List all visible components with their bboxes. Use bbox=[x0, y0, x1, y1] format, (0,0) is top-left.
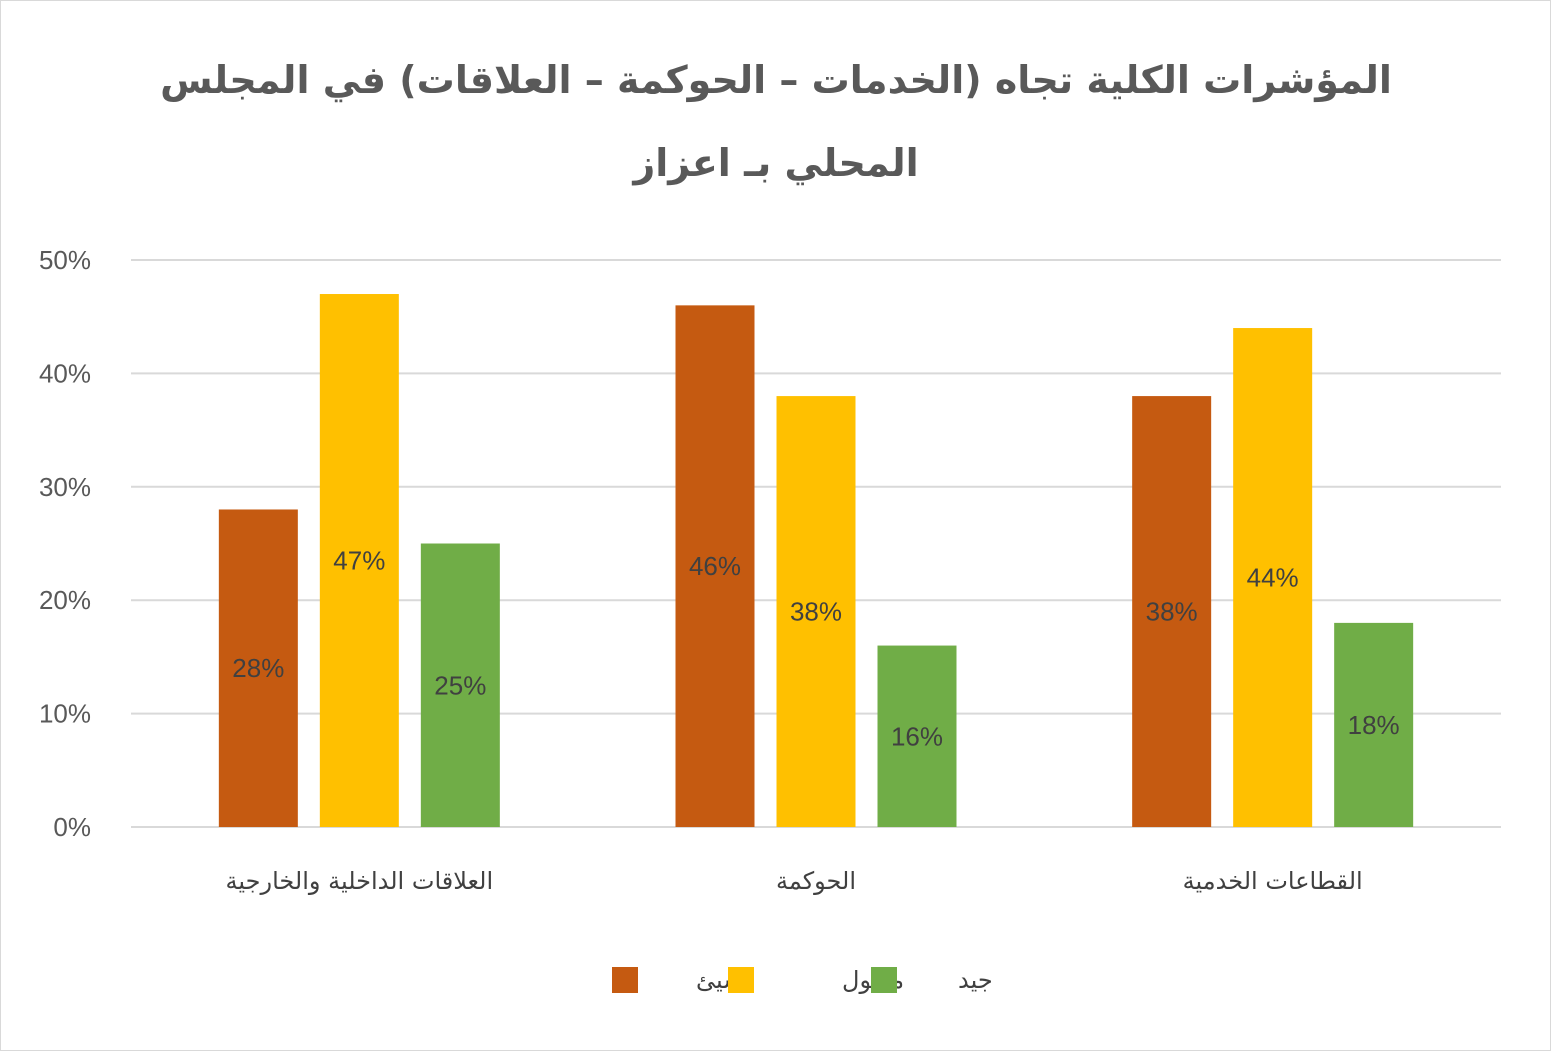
data-label: 16% bbox=[891, 721, 943, 751]
bar bbox=[319, 294, 399, 827]
legend: سيئمقبولجيد bbox=[612, 966, 993, 994]
legend-swatch bbox=[612, 967, 638, 993]
data-label: 38% bbox=[1146, 597, 1198, 627]
legend-swatch bbox=[728, 967, 754, 993]
legend-swatch bbox=[871, 967, 897, 993]
x-axis-categories: العلاقات الداخلية والخارجية الحوكمة القطاع… bbox=[226, 867, 1363, 895]
legend-label: جيد bbox=[958, 966, 993, 994]
bar bbox=[420, 543, 500, 827]
y-tick-label: 10% bbox=[39, 699, 91, 729]
y-tick-label: 50% bbox=[39, 245, 91, 275]
bar bbox=[1334, 622, 1414, 827]
chart-title-line-2: المحلي بـ اعزاز bbox=[631, 141, 918, 185]
data-label: 38% bbox=[790, 597, 842, 627]
data-label: 18% bbox=[1348, 710, 1400, 740]
bar bbox=[218, 509, 298, 827]
y-tick-label: 40% bbox=[39, 358, 91, 388]
category-label: الحوكمة bbox=[776, 867, 856, 895]
bar bbox=[877, 645, 957, 827]
category-label: العلاقات الداخلية والخارجية bbox=[226, 867, 494, 895]
data-label: 47% bbox=[333, 546, 385, 576]
y-tick-label: 30% bbox=[39, 472, 91, 502]
data-label: 28% bbox=[232, 653, 284, 683]
bar bbox=[1233, 328, 1313, 827]
bar bbox=[1132, 396, 1212, 827]
bars bbox=[218, 294, 1414, 827]
y-tick-label: 20% bbox=[39, 585, 91, 615]
data-label: 44% bbox=[1247, 563, 1299, 593]
bar bbox=[776, 396, 856, 827]
bar bbox=[675, 305, 755, 827]
data-labels: 28% 47% 25% 46% 38% 16% 38% 44% 18% bbox=[232, 546, 1399, 752]
y-axis-ticks: 0% 10% 20% 30% 40% 50% bbox=[39, 245, 91, 842]
data-label: 46% bbox=[689, 551, 741, 581]
data-label: 25% bbox=[434, 670, 486, 700]
chart-title-line-1: المؤشرات الكلية تجاه (الخدمات – الحوكمة … bbox=[160, 58, 1392, 102]
category-label: القطاعات الخدمية bbox=[1183, 867, 1363, 895]
y-tick-label: 0% bbox=[53, 812, 91, 842]
